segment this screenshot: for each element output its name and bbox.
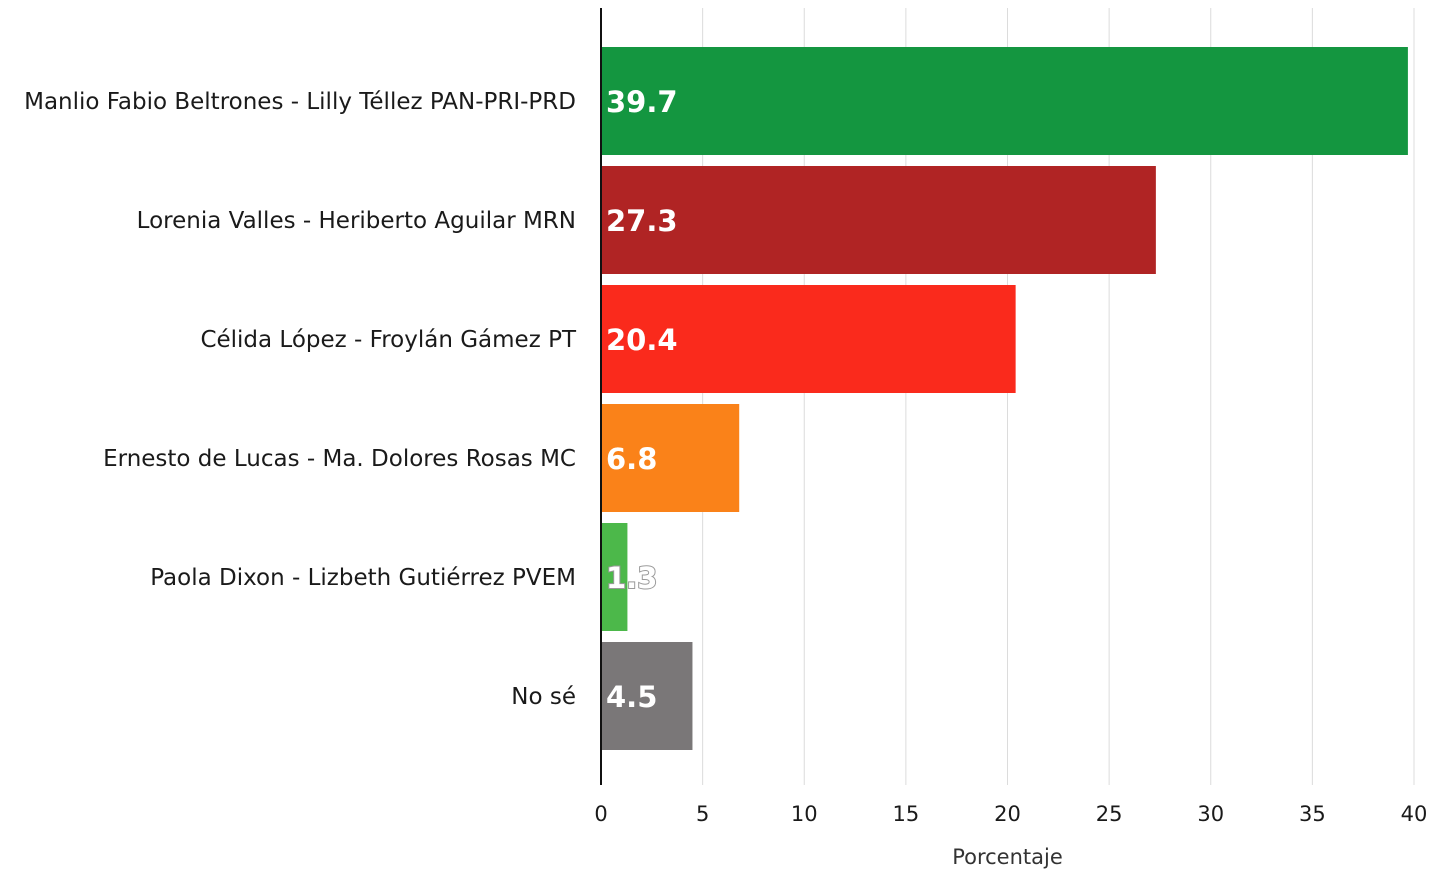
category-label-2: Lorenia Valles - Heriberto Aguilar MRN	[137, 208, 576, 234]
bar-value-label-5: 1.3	[606, 561, 657, 595]
category-label-3: Célida López - Froylán Gámez PT	[200, 327, 577, 353]
category-label-5: Paola Dixon - Lizbeth Gutiérrez PVEM	[150, 565, 576, 591]
bar-value-label-3: 20.4	[606, 323, 678, 357]
category-labels: Manlio Fabio Beltrones - Lilly Téllez PA…	[24, 89, 577, 710]
category-label-1: Manlio Fabio Beltrones - Lilly Téllez PA…	[24, 89, 576, 115]
x-tick-label-5: 5	[696, 802, 709, 826]
x-tick-label-15: 15	[893, 802, 920, 826]
bar-1	[601, 47, 1408, 155]
x-tick-label-25: 25	[1096, 802, 1123, 826]
x-tick-label-20: 20	[994, 802, 1021, 826]
bar-value-label-1: 39.7	[606, 85, 678, 119]
x-tick-label-35: 35	[1299, 802, 1326, 826]
bars: 39.7 27.3 20.4 6.8 1.3 4.5	[601, 47, 1408, 750]
x-tick-labels: 0 5 10 15 20 25 30 35 40	[594, 802, 1427, 826]
category-label-6: No sé	[511, 684, 576, 710]
category-label-4: Ernesto de Lucas - Ma. Dolores Rosas MC	[103, 446, 576, 472]
x-axis-title: Porcentaje	[952, 845, 1063, 869]
x-tick-label-30: 30	[1197, 802, 1224, 826]
bar-value-label-6: 4.5	[606, 680, 657, 714]
bar-2	[601, 166, 1156, 274]
bar-4	[601, 404, 740, 512]
x-tick-label-10: 10	[791, 802, 818, 826]
bar-5	[601, 523, 628, 631]
bar-6	[601, 642, 693, 750]
bar-value-label-4: 6.8	[606, 442, 657, 476]
bar-value-label-2: 27.3	[606, 204, 678, 238]
bar-3	[601, 285, 1016, 393]
x-tick-label-0: 0	[594, 802, 607, 826]
x-tick-label-40: 40	[1401, 802, 1428, 826]
